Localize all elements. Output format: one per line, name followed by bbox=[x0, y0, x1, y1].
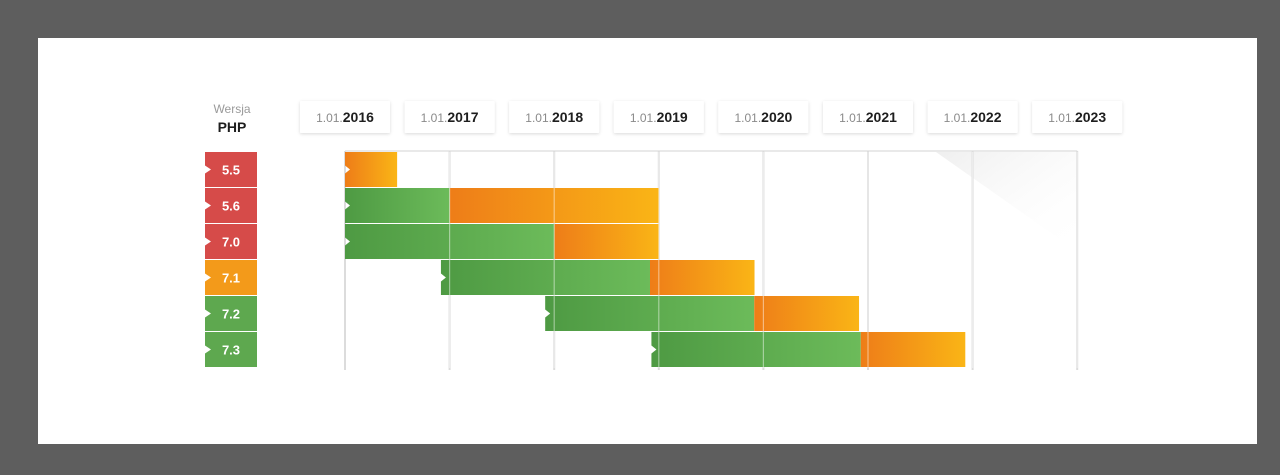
version-label-7.3: 7.3 bbox=[205, 332, 257, 367]
year-header-label: 1.01.2020 bbox=[734, 109, 792, 125]
active-support-bar-7.3 bbox=[651, 332, 861, 367]
date-year: 2017 bbox=[447, 109, 478, 125]
year-header-label: 1.01.2022 bbox=[944, 109, 1002, 125]
date-year: 2022 bbox=[970, 109, 1001, 125]
year-header-2021: 1.01.2021 bbox=[823, 101, 913, 133]
year-header-label: 1.01.2018 bbox=[525, 109, 583, 125]
year-header-card bbox=[718, 101, 809, 133]
year-header-2016: 1.01.2016 bbox=[300, 101, 390, 133]
year-header-label: 1.01.2016 bbox=[316, 109, 374, 125]
security-support-bar-5.5 bbox=[345, 152, 398, 187]
version-status-box bbox=[205, 188, 257, 223]
support-bars bbox=[345, 152, 1078, 368]
date-prefix: 1.01. bbox=[630, 111, 657, 125]
active-support-bar-7.1 bbox=[440, 260, 650, 295]
security-support-bar-7.1 bbox=[649, 260, 755, 295]
version-number: 7.0 bbox=[222, 235, 240, 250]
year-header-card bbox=[823, 101, 913, 133]
year-header-label: 1.01.2021 bbox=[839, 109, 897, 125]
security-support-bar-5.6 bbox=[449, 188, 659, 223]
version-label-7.0: 7.0 bbox=[205, 224, 257, 259]
version-label-5.6: 5.6 bbox=[205, 188, 257, 223]
version-status-box bbox=[205, 224, 257, 259]
version-status-box bbox=[205, 152, 257, 187]
active-support-bar-7.2 bbox=[545, 296, 755, 331]
year-header-card bbox=[927, 101, 1018, 133]
version-number: 7.1 bbox=[222, 271, 240, 286]
year-header-card bbox=[509, 101, 600, 133]
active-support-bar-7.0 bbox=[345, 224, 555, 259]
version-number: 5.6 bbox=[222, 199, 240, 214]
year-header-label: 1.01.2019 bbox=[630, 109, 688, 125]
year-header-card bbox=[404, 101, 495, 133]
column-header-wersja: Wersja bbox=[213, 102, 250, 116]
year-header-2023: 1.01.2023 bbox=[1032, 101, 1123, 133]
date-prefix: 1.01. bbox=[421, 111, 448, 125]
version-label-7.2: 7.2 bbox=[205, 296, 257, 331]
security-support-bar-7.0 bbox=[554, 224, 659, 259]
date-prefix: 1.01. bbox=[1048, 111, 1075, 125]
year-header: 1.01.2016 1.01.2017 1.01.2018 1.01.2019 1.01… bbox=[300, 101, 1123, 133]
version-status-box bbox=[205, 332, 257, 367]
column-header-php: PHP bbox=[218, 119, 247, 135]
date-prefix: 1.01. bbox=[525, 111, 552, 125]
year-header-card bbox=[300, 101, 390, 133]
year-header-2017: 1.01.2017 bbox=[404, 101, 495, 133]
version-number: 7.3 bbox=[222, 343, 240, 358]
grid-shade-decoration bbox=[936, 152, 1078, 252]
year-header-card bbox=[1032, 101, 1123, 133]
version-status-box bbox=[205, 260, 257, 295]
year-header-2019: 1.01.2019 bbox=[613, 101, 704, 133]
version-status-box bbox=[205, 296, 257, 331]
date-year: 2019 bbox=[657, 109, 688, 125]
version-number: 7.2 bbox=[222, 307, 240, 322]
year-header-label: 1.01.2017 bbox=[421, 109, 479, 125]
version-label-7.1: 7.1 bbox=[205, 260, 257, 295]
php-support-gantt-chart: 1.01.2016 1.01.2017 1.01.2018 1.01.2019 1.01… bbox=[205, 101, 1123, 370]
php-support-timeline-card: 1.01.2016 1.01.2017 1.01.2018 1.01.2019 1.01… bbox=[38, 38, 1257, 444]
security-support-bar-7.2 bbox=[754, 296, 860, 331]
version-column: Wersja PHP 5.5 5.6 7.0 7.1 7.2 7.3 bbox=[205, 102, 257, 367]
date-year: 2016 bbox=[343, 109, 374, 125]
version-label-5.5: 5.5 bbox=[205, 152, 257, 187]
date-year: 2021 bbox=[866, 109, 897, 125]
active-support-bar-5.6 bbox=[345, 188, 450, 223]
year-header-2022: 1.01.2022 bbox=[927, 101, 1018, 133]
date-year: 2020 bbox=[761, 109, 792, 125]
year-header-2020: 1.01.2020 bbox=[718, 101, 809, 133]
version-number: 5.5 bbox=[222, 163, 240, 178]
year-header-label: 1.01.2023 bbox=[1048, 109, 1106, 125]
security-support-bar-7.3 bbox=[860, 332, 966, 367]
date-prefix: 1.01. bbox=[316, 111, 343, 125]
date-prefix: 1.01. bbox=[839, 111, 866, 125]
date-year: 2023 bbox=[1075, 109, 1106, 125]
date-year: 2018 bbox=[552, 109, 583, 125]
date-prefix: 1.01. bbox=[734, 111, 761, 125]
year-header-2018: 1.01.2018 bbox=[509, 101, 600, 133]
year-header-card bbox=[613, 101, 704, 133]
date-prefix: 1.01. bbox=[944, 111, 971, 125]
